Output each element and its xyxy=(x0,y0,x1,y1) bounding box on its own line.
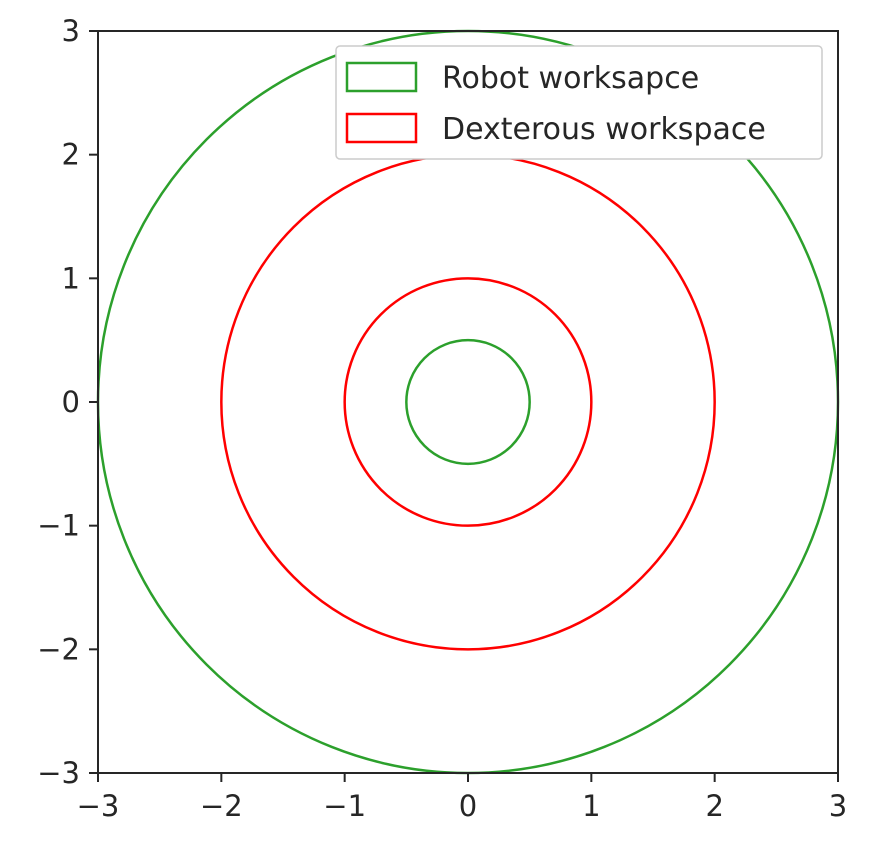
x-tick-label: 1 xyxy=(582,789,600,823)
legend: Robot worksapce Dexterous workspace xyxy=(335,45,823,160)
y-tick-label: 0 xyxy=(62,385,80,419)
circle-series-1-1 xyxy=(343,277,593,527)
axis-ticks: −3 −2 −1 0 1 2 3 −3 −2 −1 0 1 2 3 xyxy=(37,14,847,823)
y-tick-label: 3 xyxy=(62,14,80,48)
x-tick-label: −1 xyxy=(323,789,366,823)
y-tick-label: 2 xyxy=(62,138,80,172)
y-tick-label: −2 xyxy=(37,632,80,666)
y-tick-label: −1 xyxy=(37,509,80,543)
x-tick-label: 0 xyxy=(459,789,477,823)
circle-series-1-0 xyxy=(220,153,716,651)
x-tick-label: 2 xyxy=(705,789,723,823)
legend-label-robot-workspace: Robot worksapce xyxy=(442,61,699,96)
x-tick-label: 3 xyxy=(829,789,847,823)
y-tick-label: −3 xyxy=(37,756,80,790)
y-tick-label: 1 xyxy=(62,261,80,295)
x-tick-label: −2 xyxy=(200,789,243,823)
legend-swatch-dexterous-workspace xyxy=(345,112,418,144)
x-tick-label: −3 xyxy=(77,789,120,823)
legend-label-dexterous-workspace: Dexterous workspace xyxy=(442,112,766,147)
legend-box xyxy=(335,45,823,160)
legend-swatch-robot-workspace xyxy=(345,61,418,93)
circle-series-0-1 xyxy=(405,338,531,466)
